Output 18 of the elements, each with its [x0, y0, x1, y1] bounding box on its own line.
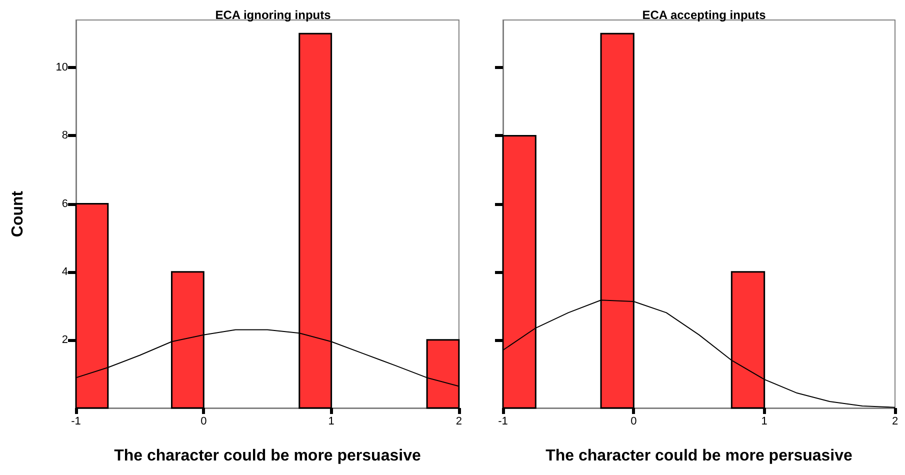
- x-axis-title: The character could be more persuasive: [546, 448, 852, 464]
- x-axis-title: The character could be more persuasive: [114, 448, 421, 464]
- y-tick-label: 2: [62, 334, 68, 346]
- chart-title: ECA ignoring inputs: [215, 8, 332, 22]
- x-tick-label: 0: [200, 416, 207, 428]
- x-tick-label: 0: [630, 416, 637, 428]
- y-tick-label: 10: [56, 62, 68, 74]
- x-tick-label: 1: [328, 416, 334, 428]
- x-tick-label: 1: [761, 416, 768, 428]
- x-tick-label: -1: [71, 416, 81, 428]
- y-tick-label: 8: [62, 130, 68, 142]
- x-tick-label: -1: [498, 416, 508, 428]
- y-tick-label: 6: [62, 198, 68, 210]
- x-tick-label: 2: [892, 416, 898, 428]
- chart-title: ECA accepting inputs: [642, 8, 766, 22]
- x-tick-label: 2: [456, 416, 462, 428]
- y-axis-title: Count: [10, 190, 26, 238]
- y-tick-label: 4: [62, 266, 68, 278]
